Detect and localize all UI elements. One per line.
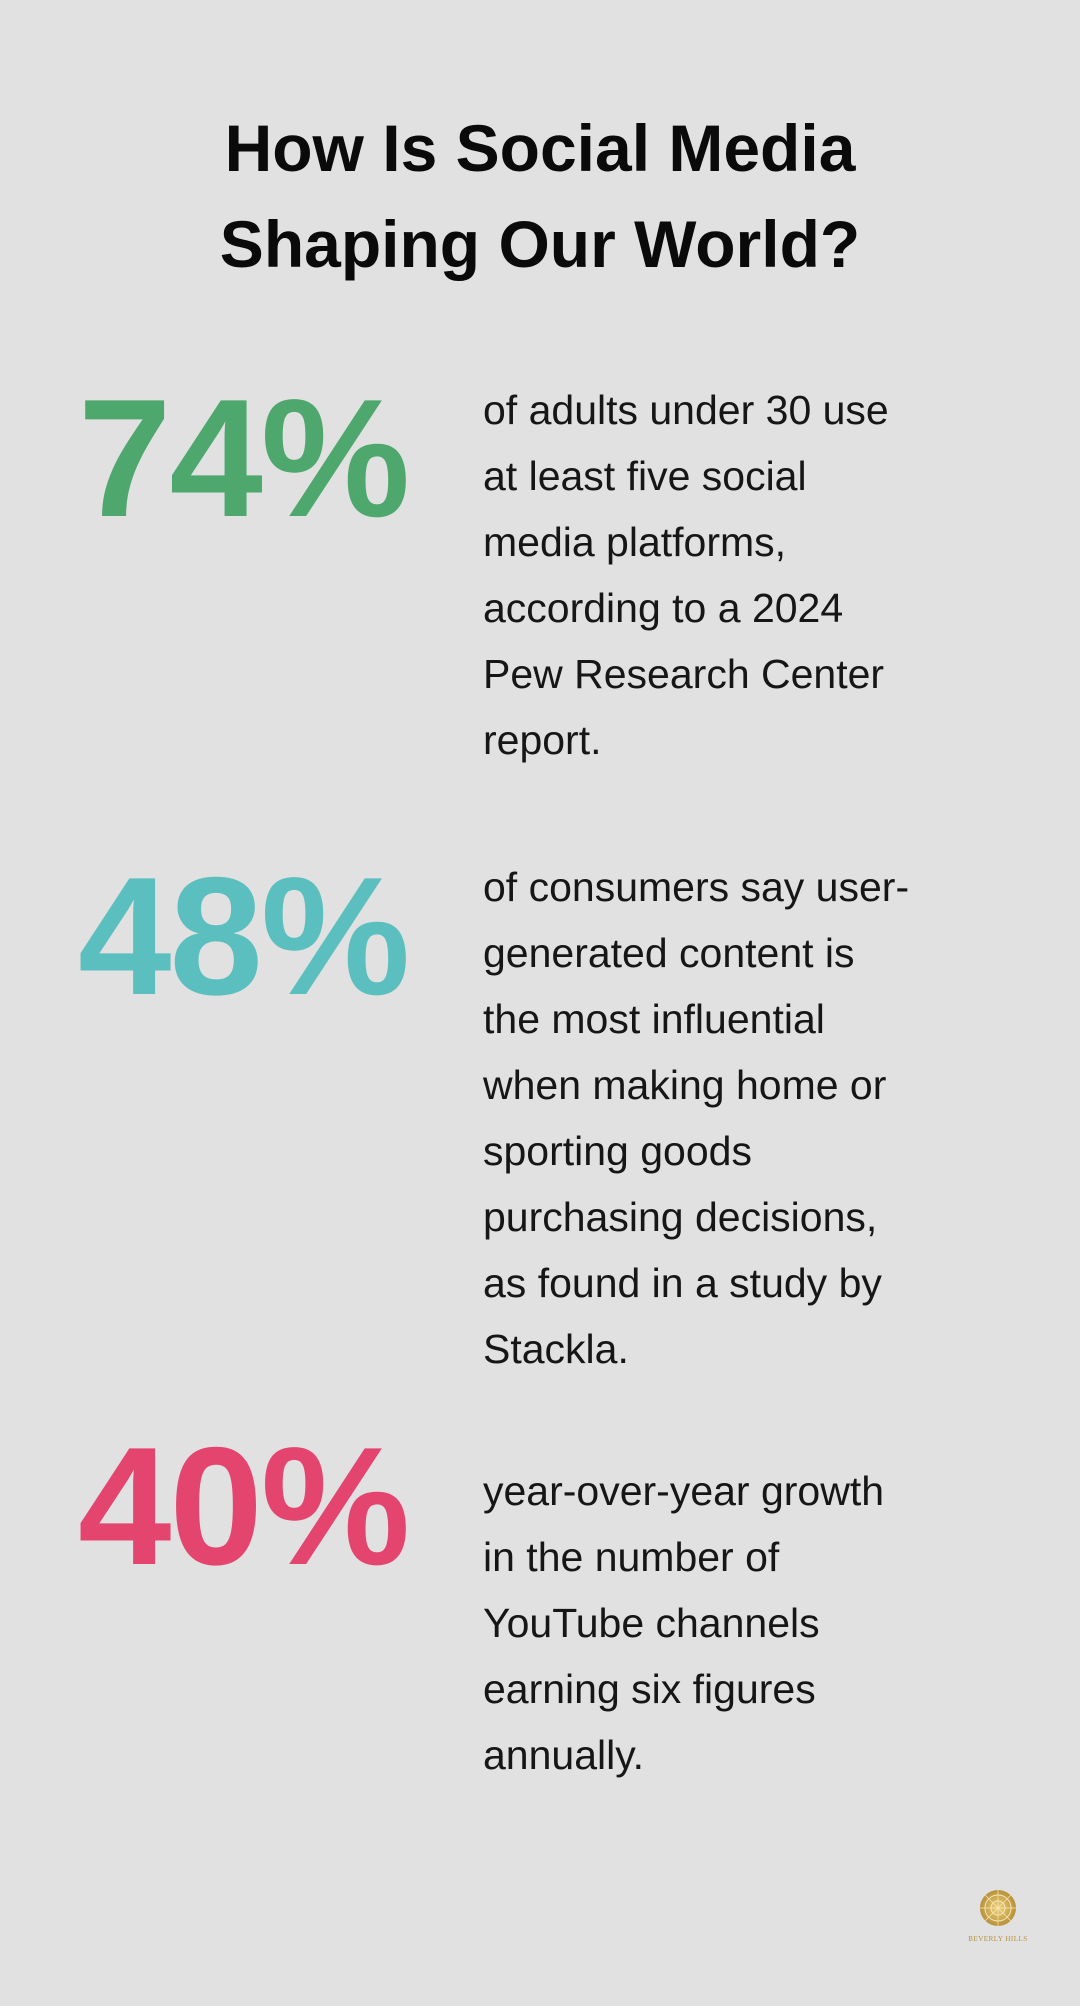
desc-line: the most influential — [483, 996, 825, 1042]
stat-value: 74% — [78, 364, 410, 552]
desc-line: in the number of — [483, 1534, 780, 1580]
stat-description: of consumers say user- generated content… — [483, 854, 1043, 1382]
desc-line: Pew Research Center — [483, 651, 885, 697]
desc-line: as found in a study by — [483, 1260, 882, 1306]
desc-line: at least five social — [483, 453, 807, 499]
desc-line: when making home or — [483, 1062, 887, 1108]
stat-description: year-over-year growth in the number of Y… — [483, 1458, 1043, 1788]
stat-description: of adults under 30 use at least five soc… — [483, 377, 1043, 773]
desc-line: of consumers say user- — [483, 864, 910, 910]
desc-line: according to a 2024 — [483, 585, 844, 631]
desc-line: year-over-year growth — [483, 1468, 885, 1514]
desc-line: annually. — [483, 1732, 645, 1778]
logo-text: BEVERLY HILLS — [968, 1935, 1028, 1943]
ornamental-medallion-icon — [980, 1890, 1016, 1926]
stat-value: 40% — [78, 1412, 410, 1600]
desc-line: of adults under 30 use — [483, 387, 889, 433]
desc-line: purchasing decisions, — [483, 1194, 878, 1240]
desc-line: report. — [483, 717, 602, 763]
page-title: How Is Social Media Shaping Our World? — [0, 100, 1080, 292]
desc-line: generated content is — [483, 930, 855, 976]
desc-line: YouTube channels — [483, 1600, 820, 1646]
title-line: How Is Social Media — [224, 111, 856, 185]
brand-logo: BEVERLY HILLS — [958, 1888, 1038, 1943]
title-line: Shaping Our World? — [219, 207, 861, 281]
desc-line: Stackla. — [483, 1326, 629, 1372]
desc-line: media platforms, — [483, 519, 787, 565]
desc-line: sporting goods — [483, 1128, 752, 1174]
desc-line: earning six figures — [483, 1666, 816, 1712]
stat-value: 48% — [78, 842, 410, 1030]
